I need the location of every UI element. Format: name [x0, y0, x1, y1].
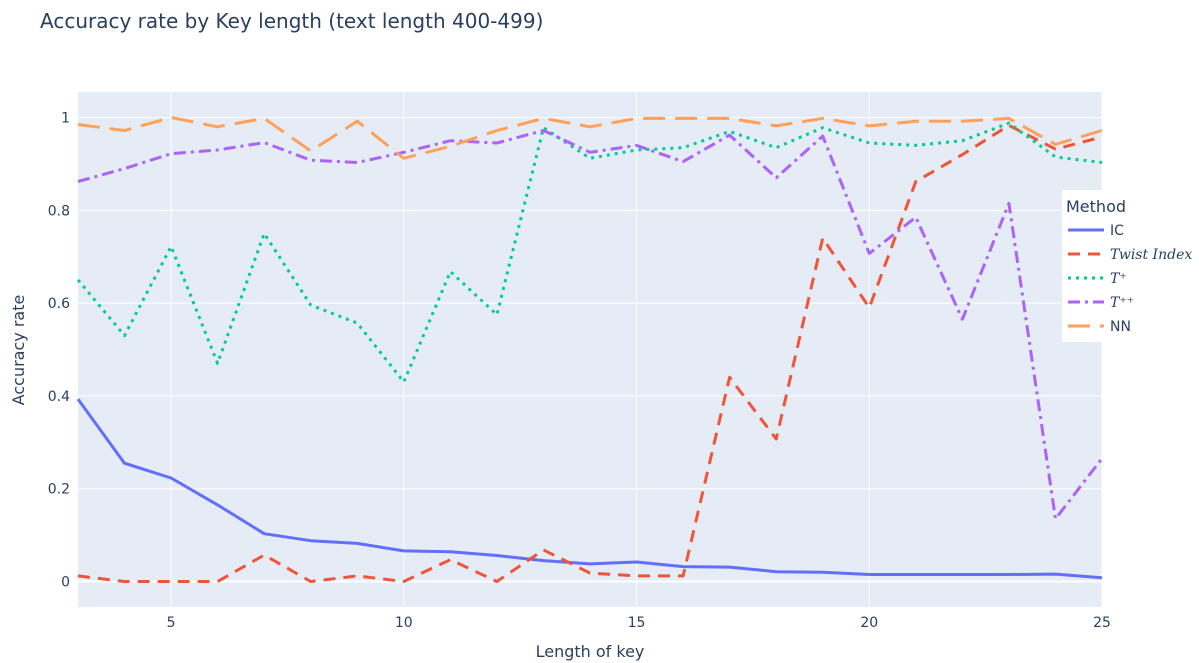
- legend-title: Method: [1066, 197, 1126, 216]
- chart-title: Accuracy rate by Key length (text length…: [40, 9, 543, 33]
- legend[interactable]: Method IC Twist Index T⁺ T⁺⁺ NN: [1062, 190, 1199, 342]
- legend-item[interactable]: T⁺: [1068, 271, 1127, 287]
- legend-item[interactable]: Twist Index: [1068, 247, 1192, 263]
- y-tick-label: 0.2: [48, 482, 70, 498]
- x-tick-label: 10: [395, 615, 413, 631]
- x-tick-label: 5: [167, 615, 176, 631]
- x-tick-label: 15: [628, 615, 646, 631]
- y-tick-label: 0: [61, 574, 70, 590]
- series-line-4[interactable]: [77, 116, 1103, 160]
- y-axis-title: Accuracy rate: [9, 295, 28, 406]
- legend-label: IC: [1110, 223, 1124, 239]
- plot-area: [78, 92, 1102, 607]
- series-line-3[interactable]: [77, 129, 1104, 521]
- y-tick-label: 1: [61, 111, 70, 127]
- tick-labels: 5 10 15 20 25 0 0.2 0.4 0.6 0.8 1: [48, 111, 1111, 631]
- legend-label: T⁺: [1110, 271, 1127, 287]
- x-tick-label: 25: [1093, 615, 1111, 631]
- x-axis-title: Length of key: [536, 642, 645, 661]
- legend-background: [1062, 190, 1199, 342]
- y-tick-label: 0.4: [48, 389, 70, 405]
- y-tick-label: 0.8: [48, 203, 70, 219]
- legend-item[interactable]: NN: [1068, 319, 1131, 335]
- gridlines: [78, 92, 1103, 607]
- x-tick-label: 20: [860, 615, 878, 631]
- series-layer: [76, 116, 1104, 583]
- series-line-1[interactable]: [77, 123, 1103, 583]
- legend-label: Twist Index: [1110, 247, 1192, 263]
- legend-item[interactable]: IC: [1068, 223, 1124, 239]
- legend-label: T⁺⁺: [1110, 295, 1134, 311]
- series-line-2[interactable]: [76, 121, 1103, 384]
- y-tick-label: 0.6: [48, 296, 70, 312]
- legend-label: NN: [1110, 319, 1131, 335]
- series-line-0[interactable]: [76, 398, 1103, 580]
- legend-item[interactable]: T⁺⁺: [1068, 295, 1134, 311]
